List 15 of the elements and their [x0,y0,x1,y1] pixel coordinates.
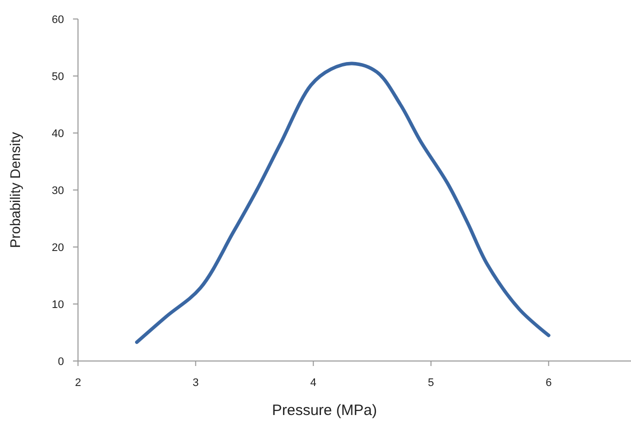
y-tick-label: 60 [52,14,64,26]
y-axis-title: Probability Density [7,132,23,248]
x-tick-label: 6 [546,377,552,389]
x-axis-title: Pressure (MPa) [272,402,378,419]
y-tick-label: 40 [52,128,64,140]
x-tick-label: 3 [192,377,199,389]
x-tick-label: 4 [310,377,316,389]
y-tick-label: 10 [52,298,64,311]
x-tick-label: 2 [74,377,82,389]
line-series [135,62,550,344]
y-tick-label: 30 [52,184,64,197]
y-tick-label: 20 [52,242,64,254]
y-tick-label: 50 [52,70,64,83]
y-tick-label: 0 [58,356,64,368]
x-tick-label: 5 [428,377,434,389]
